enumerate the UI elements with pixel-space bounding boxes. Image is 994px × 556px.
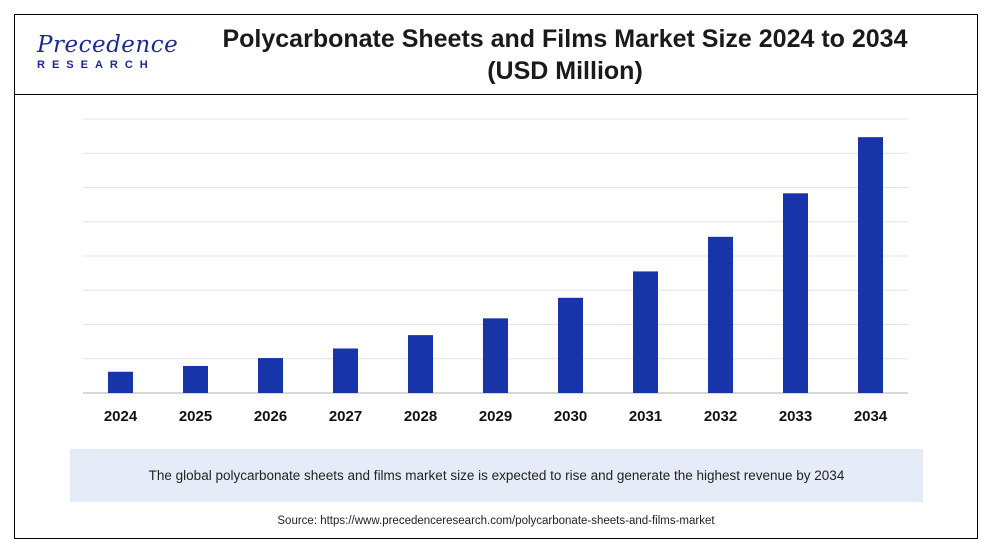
chart-title: Polycarbonate Sheets and Films Market Si… (222, 25, 908, 85)
bar-2034 (858, 137, 883, 393)
x-tick-label-2027: 2027 (329, 408, 362, 425)
bar-chart: 2024 2025 2026 2027 2028 2029 2030 2031 2032 2033… (83, 118, 908, 425)
bar-2030 (558, 297, 583, 393)
bar-2028 (408, 335, 433, 393)
bar-2027 (333, 348, 358, 393)
x-tick-label-2028: 2028 (404, 408, 437, 425)
bar-2032 (708, 236, 733, 393)
bar-2031 (633, 271, 658, 393)
x-tick-label-2030: 2030 (554, 408, 587, 425)
x-tick-label-2026: 2026 (254, 408, 287, 425)
x-tick-label-2034: 2034 (854, 408, 888, 425)
x-tick-label-2025: 2025 (179, 408, 212, 425)
brand-logo: Precedence RESEARCH (37, 33, 187, 77)
source-line: Source: https://www.precedenceresearch.c… (277, 515, 715, 527)
header: Precedence RESEARCH Polycarbonate Sheets… (15, 15, 977, 95)
x-tick-label-2032: 2032 (704, 408, 737, 425)
logo-subtitle: RESEARCH (37, 59, 155, 71)
bar-2025 (183, 365, 208, 393)
x-tick-label-2033: 2033 (779, 408, 812, 425)
bar-2024 (108, 371, 133, 393)
chart-frame: Precedence RESEARCH Polycarbonate Sheets… (14, 14, 978, 539)
x-tick-label-2024: 2024 (104, 408, 138, 425)
summary-note: The global polycarbonate sheets and film… (70, 449, 923, 502)
bar-2026 (258, 358, 283, 393)
bar-2033 (783, 193, 808, 393)
logo-name: Precedence (37, 32, 179, 58)
bar-2029 (483, 318, 508, 393)
x-tick-label-2031: 2031 (629, 408, 662, 425)
x-tick-label-2029: 2029 (479, 408, 512, 425)
